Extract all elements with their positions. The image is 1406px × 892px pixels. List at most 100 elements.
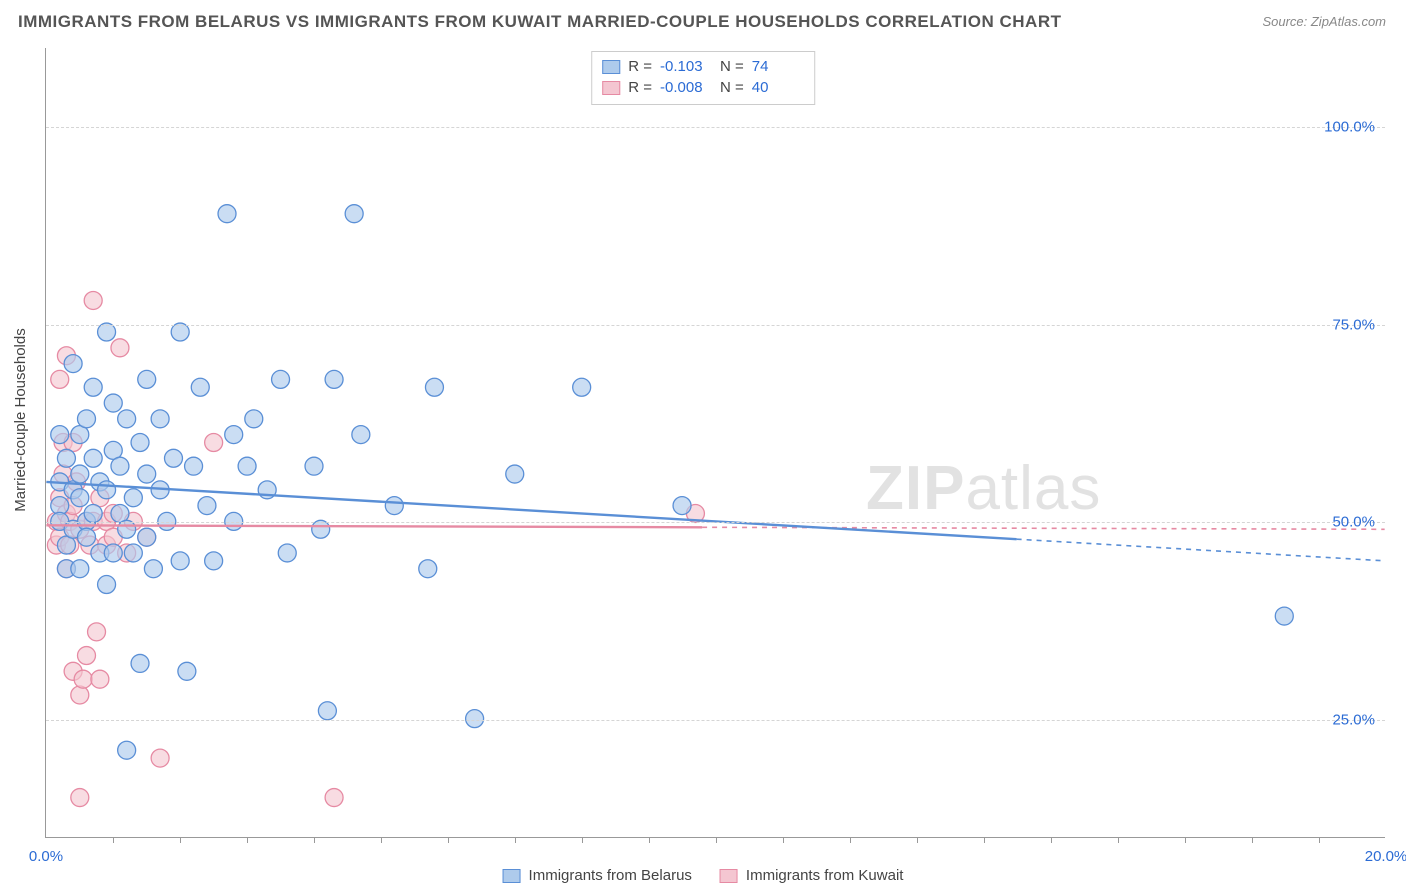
- x-tick-mark: [448, 837, 449, 843]
- scatter-point: [131, 654, 149, 672]
- scatter-point: [305, 457, 323, 475]
- x-tick-mark: [515, 837, 516, 843]
- x-tick-label: 20.0%: [1365, 848, 1406, 865]
- scatter-point: [352, 426, 370, 444]
- scatter-point: [191, 378, 209, 396]
- scatter-point: [419, 560, 437, 578]
- chart-title: IMMIGRANTS FROM BELARUS VS IMMIGRANTS FR…: [18, 12, 1061, 32]
- scatter-point: [98, 481, 116, 499]
- scatter-point: [205, 434, 223, 452]
- scatter-point: [124, 489, 142, 507]
- scatter-point: [151, 410, 169, 428]
- y-tick-label: 100.0%: [1324, 119, 1375, 136]
- scatter-point: [124, 544, 142, 562]
- scatter-point: [138, 528, 156, 546]
- scatter-point: [98, 323, 116, 341]
- scatter-point: [151, 749, 169, 767]
- scatter-point: [144, 560, 162, 578]
- x-tick-mark: [180, 837, 181, 843]
- legend-item: Immigrants from Kuwait: [720, 867, 904, 884]
- scatter-point: [178, 662, 196, 680]
- scatter-point: [84, 291, 102, 309]
- scatter-point: [385, 497, 403, 515]
- legend-label: Immigrants from Belarus: [529, 867, 692, 884]
- scatter-point: [118, 410, 136, 428]
- scatter-point: [138, 465, 156, 483]
- x-tick-mark: [1051, 837, 1052, 843]
- scatter-point: [71, 489, 89, 507]
- x-tick-mark: [850, 837, 851, 843]
- scatter-point: [138, 370, 156, 388]
- x-tick-mark: [113, 837, 114, 843]
- x-tick-mark: [247, 837, 248, 843]
- regression-line: [46, 525, 702, 527]
- scatter-point: [57, 449, 75, 467]
- regression-line-dashed: [1017, 539, 1385, 561]
- x-tick-mark: [649, 837, 650, 843]
- bottom-legend: Immigrants from Belarus Immigrants from K…: [503, 867, 904, 884]
- scatter-point: [278, 544, 296, 562]
- scatter-point: [218, 205, 236, 223]
- grid-line: [46, 720, 1385, 721]
- scatter-point: [71, 465, 89, 483]
- scatter-point: [506, 465, 524, 483]
- source-label: Source: ZipAtlas.com: [1262, 14, 1386, 29]
- scatter-point: [238, 457, 256, 475]
- scatter-point: [318, 702, 336, 720]
- stats-n-value: 40: [752, 77, 804, 98]
- stats-n-label: N =: [720, 56, 744, 77]
- scatter-point: [91, 670, 109, 688]
- scatter-point: [198, 497, 216, 515]
- x-tick-mark: [1319, 837, 1320, 843]
- scatter-point: [71, 686, 89, 704]
- scatter-point: [185, 457, 203, 475]
- scatter-point: [1275, 607, 1293, 625]
- plot-area: ZIPatlas 25.0%50.0%75.0%100.0%0.0%20.0%: [45, 48, 1385, 838]
- scatter-point: [673, 497, 691, 515]
- stats-r-value: -0.103: [660, 56, 712, 77]
- legend-swatch: [602, 60, 620, 74]
- legend-swatch: [720, 869, 738, 883]
- x-tick-mark: [1118, 837, 1119, 843]
- scatter-point: [164, 449, 182, 467]
- scatter-point: [51, 370, 69, 388]
- legend-label: Immigrants from Kuwait: [746, 867, 904, 884]
- y-tick-label: 25.0%: [1332, 711, 1375, 728]
- scatter-point: [245, 410, 263, 428]
- stats-r-label: R =: [628, 56, 652, 77]
- stats-row: R = -0.103 N = 74: [602, 56, 804, 77]
- scatter-point: [78, 410, 96, 428]
- scatter-point: [205, 552, 223, 570]
- x-tick-mark: [984, 837, 985, 843]
- scatter-point: [225, 426, 243, 444]
- scatter-point: [111, 457, 129, 475]
- scatter-point: [171, 552, 189, 570]
- scatter-point: [88, 623, 106, 641]
- x-tick-label: 0.0%: [29, 848, 63, 865]
- stats-legend: R = -0.103 N = 74 R = -0.008 N = 40: [591, 51, 815, 105]
- y-tick-label: 50.0%: [1332, 514, 1375, 531]
- legend-swatch: [503, 869, 521, 883]
- scatter-point: [64, 355, 82, 373]
- stats-r-label: R =: [628, 77, 652, 98]
- scatter-point: [325, 370, 343, 388]
- scatter-point: [84, 505, 102, 523]
- scatter-point: [78, 528, 96, 546]
- grid-line: [46, 127, 1385, 128]
- x-tick-mark: [381, 837, 382, 843]
- stats-row: R = -0.008 N = 40: [602, 77, 804, 98]
- scatter-point: [425, 378, 443, 396]
- scatter-point: [131, 434, 149, 452]
- stats-n-value: 74: [752, 56, 804, 77]
- stats-n-label: N =: [720, 77, 744, 98]
- scatter-point: [71, 789, 89, 807]
- regression-line: [46, 482, 1016, 539]
- scatter-point: [71, 560, 89, 578]
- scatter-point: [51, 426, 69, 444]
- stats-r-value: -0.008: [660, 77, 712, 98]
- x-tick-mark: [1185, 837, 1186, 843]
- scatter-point: [104, 394, 122, 412]
- scatter-point: [325, 789, 343, 807]
- y-axis-label: Married-couple Households: [12, 328, 29, 511]
- x-tick-mark: [917, 837, 918, 843]
